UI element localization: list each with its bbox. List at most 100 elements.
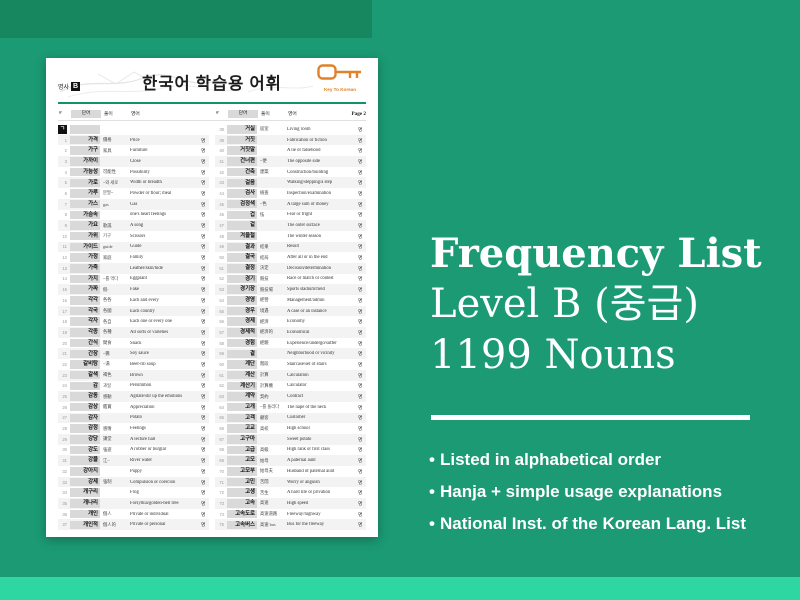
korean-word: 계단 — [227, 360, 257, 369]
row-number: 71 — [219, 479, 224, 485]
pos-tag: 명 — [201, 480, 206, 486]
row-number: 7 — [64, 201, 67, 207]
english-meaning: Persimmon — [130, 383, 152, 389]
korean-word: 가죽 — [70, 264, 100, 273]
english-meaning: Family — [130, 255, 144, 261]
pos-tag: 명 — [201, 288, 206, 294]
table-row: 9 가요 歌謠 A song 명 — [58, 220, 209, 231]
table-row: 55 경우 境遇 A case or an instance 명 — [215, 305, 366, 317]
hanja-gloss: 家庭 — [103, 254, 112, 260]
english-meaning: Agitate/stir up the emotions — [130, 394, 183, 400]
promo-panel: Frequency List Level B (중급) 1199 Nouns — [430, 228, 792, 381]
row-number: 19 — [62, 329, 67, 335]
row-number: 54 — [219, 297, 224, 303]
table-row: 17 각국 各國 Each country 명 — [58, 305, 209, 317]
pos-tag: 명 — [358, 480, 363, 486]
bullet-text: National Inst. of the Korean Lang. List — [440, 513, 747, 533]
korean-word: 강도 — [70, 445, 100, 455]
english-meaning: Living room — [287, 126, 311, 132]
table-row: 7 가스 gas Gas 명 — [58, 198, 209, 210]
english-meaning: High rank or first class — [287, 447, 330, 453]
row-number: 21 — [62, 351, 67, 357]
english-meaning: Each country — [130, 308, 155, 314]
row-number: 70 — [219, 468, 224, 474]
row-number: 41 — [219, 158, 224, 164]
table-row: 22 갈비탕 ~湯 Beef-rib soup 명 — [58, 359, 209, 370]
english-meaning: one's heart feelings — [130, 212, 166, 218]
korean-word: 경기 — [227, 274, 257, 284]
pos-tag: 명 — [358, 373, 363, 379]
row-number: 66 — [219, 426, 224, 432]
hanja-gloss: 各各 — [103, 297, 112, 303]
korean-word: 고민 — [227, 477, 257, 487]
row-number: 17 — [62, 308, 67, 314]
pos-tag: 명 — [358, 170, 363, 176]
row-number: 35 — [62, 500, 67, 506]
hanja-gloss: 姑母 — [260, 457, 269, 463]
korean-word: 고구마 — [227, 435, 257, 444]
korean-word: 경기장 — [227, 285, 257, 294]
hanja-gloss: 決定 — [260, 265, 269, 271]
pos-tag: 명 — [358, 309, 363, 315]
korean-word: 고교 — [227, 424, 257, 433]
pos-tag: 명 — [201, 159, 206, 165]
col-num-header: # — [216, 111, 219, 116]
pos-tag: 명 — [201, 437, 206, 443]
hanja-gloss: 經驗 — [260, 340, 269, 346]
english-meaning: Each one or every one — [130, 319, 172, 325]
hanja-gloss: 苦生 — [260, 489, 269, 495]
hanja-gloss: 強制 — [103, 479, 112, 485]
table-row: 39 거짓 Fabrication or fiction 명 — [215, 134, 366, 146]
row-number: 47 — [219, 223, 224, 229]
sheet-header: 명사 B 한국어 학습용 어휘 Key To Korean — [58, 58, 366, 102]
korean-word: 경험 — [227, 338, 257, 348]
korean-word: 고속도로 — [227, 509, 257, 519]
row-number: 24 — [62, 383, 67, 389]
table-row: 54 경영 經營 Management/admin 명 — [215, 295, 366, 306]
table-row: 58 경험 經驗 Experience/undergo/suffer 명 — [215, 338, 366, 349]
pos-tag: 명 — [358, 341, 363, 347]
row-number: 63 — [219, 394, 224, 400]
vocab-column-right: 38 거실 居室 Living room 명 39 거짓 Fabrication or fic… — [215, 124, 366, 531]
korean-word: 가슴속 — [70, 210, 100, 220]
col-word-header: 단어 — [71, 109, 101, 118]
english-meaning: Staircase/set of stairs — [287, 361, 327, 367]
korean-word: 겉 — [227, 221, 257, 230]
english-meaning: A song — [130, 223, 144, 229]
row-number: 72 — [219, 490, 224, 496]
table-row: 38 거실 居室 Living room 명 — [215, 124, 366, 135]
row-number: 3 — [64, 158, 67, 164]
korean-word: 갈색 — [70, 370, 100, 380]
row-number: 57 — [219, 329, 224, 335]
row-number: 67 — [219, 436, 224, 442]
row-number: 46 — [219, 212, 224, 218]
hanja-gloss: 鑑賞 — [103, 404, 112, 410]
hanja-gloss: ~湯 — [103, 361, 110, 367]
hanja-gloss: 經濟 — [260, 318, 269, 324]
row-number: 34 — [62, 490, 67, 496]
hanja-gloss: 間食 — [103, 340, 112, 346]
promo-divider — [431, 415, 750, 420]
row-number: 30 — [62, 447, 67, 453]
table-row: 36 개인 個人 Private or individual 명 — [58, 509, 209, 520]
table-row: 47 겉 The outer surface 명 — [215, 220, 366, 231]
korean-word: 가로 — [70, 178, 100, 188]
hanja-gloss: 經濟的 — [260, 329, 273, 335]
row-number: 74 — [219, 511, 224, 517]
hanja-gloss: 檢査 — [260, 190, 269, 196]
english-meaning: All sorts or varieties — [130, 329, 169, 335]
hanja-gloss: 各種 — [103, 329, 112, 335]
pos-tag: 명 — [201, 277, 206, 283]
pos-tag: 명 — [358, 491, 363, 497]
english-meaning: Result — [287, 244, 299, 250]
korean-word: 건너편 — [227, 157, 257, 166]
table-row: 52 경기 競技 Race or match or contest 명 — [215, 274, 366, 285]
korean-word: 경제 — [227, 317, 257, 326]
english-meaning: Management/admin — [287, 297, 325, 303]
hanja-gloss: 苦悶 — [260, 479, 269, 485]
pos-tag: 명 — [201, 459, 206, 465]
vocab-sheet: 명사 B 한국어 학습용 어휘 Key To Korean # 단어 풀이 영어 — [46, 58, 378, 537]
promo-title-line1: Frequency List — [430, 230, 762, 277]
table-row: 23 갈색 褐色 Brown 명 — [58, 369, 209, 381]
hanja-gloss: 個人的 — [103, 521, 116, 527]
